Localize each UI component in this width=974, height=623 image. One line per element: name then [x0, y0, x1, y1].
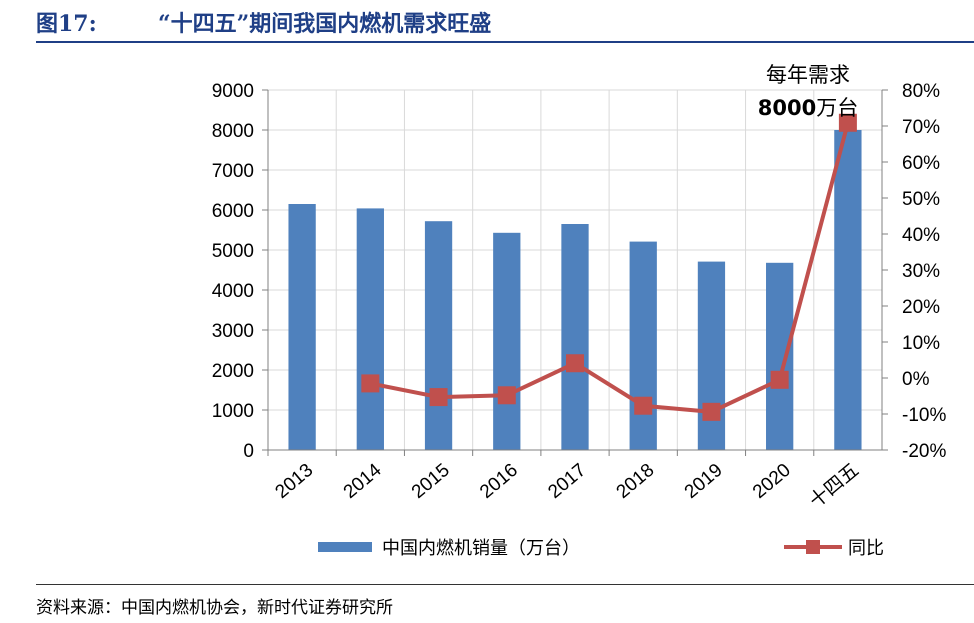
y2-tick-label: -10%	[902, 405, 946, 426]
annotation-unit: 万台	[816, 96, 858, 120]
y-tick-label: 8000	[212, 121, 254, 142]
y2-tick-label: 20%	[902, 297, 940, 318]
bar	[561, 224, 589, 450]
annotation-value: 8000	[758, 96, 816, 120]
y2-tick-label: 30%	[902, 261, 940, 282]
yoy-point	[634, 396, 653, 415]
x-tick-label: 2016	[476, 460, 522, 503]
legend: 中国内燃机销量（万台） 同比	[318, 538, 884, 559]
source-note: 资料来源：中国内燃机协会，新时代证券研究所	[36, 598, 393, 618]
y2-tick-label: 10%	[902, 333, 940, 354]
yoy-point	[702, 402, 721, 421]
figure-number: 图17:	[36, 11, 97, 37]
annotation-line1: 每年需求	[766, 63, 850, 87]
y2-tick-label: 40%	[902, 225, 940, 246]
y-tick-label: 5000	[212, 241, 254, 262]
yoy-point	[566, 354, 584, 373]
bar	[697, 261, 726, 450]
yoy-point	[497, 386, 516, 405]
y-tick-label: 9000	[212, 81, 254, 102]
bar	[834, 130, 862, 450]
y-tick-label: 3000	[212, 321, 254, 342]
bar	[288, 204, 316, 450]
y2-tick-label: 0%	[902, 369, 930, 390]
bar	[493, 232, 521, 450]
legend-bar-label: 中国内燃机销量（万台）	[382, 538, 580, 559]
y2-tick-label: -20%	[902, 441, 946, 462]
y-tick-label: 2000	[212, 361, 254, 382]
y2-tick-label: 70%	[902, 117, 940, 138]
y-tick-label: 4000	[212, 281, 254, 302]
x-tick-label: 2020	[749, 460, 795, 503]
y2-tick-label: 60%	[902, 153, 940, 174]
x-tick-label: 十四五	[805, 459, 863, 513]
figure-title: “十四五”期间我国内燃机需求旺盛	[158, 11, 492, 37]
yoy-point	[838, 113, 857, 132]
header-rule	[36, 41, 974, 43]
annotation-line2: 8000万台	[758, 96, 858, 120]
legend-line-label: 同比	[848, 538, 884, 559]
x-tick-label: 2017	[544, 460, 590, 503]
y2-tick-label: 80%	[902, 81, 940, 102]
legend-bar-swatch	[318, 542, 372, 552]
yoy-point	[361, 374, 380, 393]
x-tick-label: 2013	[271, 460, 317, 503]
yoy-point	[770, 370, 789, 389]
footer-rule	[36, 584, 974, 585]
yoy-point	[429, 388, 448, 407]
legend-line-marker	[806, 540, 820, 554]
y-tick-label: 6000	[212, 201, 254, 222]
yoy-line	[369, 122, 850, 414]
y-tick-label: 1000	[212, 401, 254, 422]
x-tick-label: 2019	[681, 460, 727, 503]
bar	[766, 262, 794, 450]
x-tick-label: 2014	[340, 459, 386, 503]
figure-header: 图17: “十四五”期间我国内燃机需求旺盛	[0, 0, 974, 44]
y2-tick-label: 50%	[902, 189, 940, 210]
bar	[424, 221, 453, 450]
y-tick-label: 0	[243, 441, 254, 462]
bar	[629, 241, 657, 450]
annotation: 每年需求 8000万台	[758, 63, 858, 120]
bar	[356, 208, 384, 450]
x-tick-label: 2018	[613, 460, 659, 503]
x-tick-label: 2015	[408, 460, 454, 503]
chart: 0 1000 2000 3000 4000 5000 6000 7000 8000 9000 -20…	[212, 63, 947, 559]
y-tick-label: 7000	[212, 161, 254, 182]
